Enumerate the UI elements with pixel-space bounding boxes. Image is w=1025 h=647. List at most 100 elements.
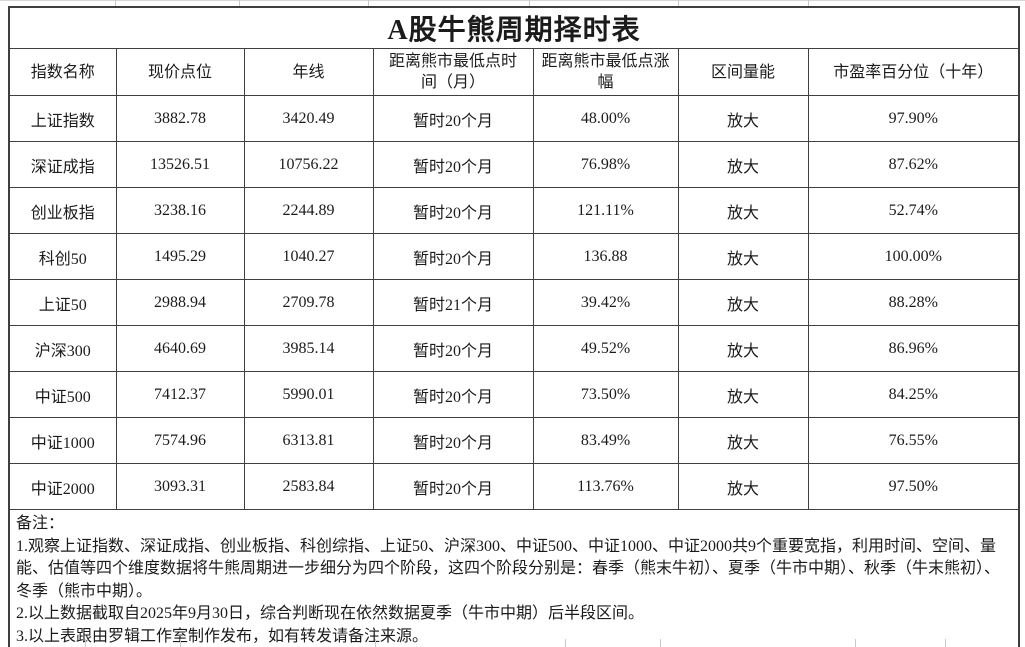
table-row: 科创50 1495.29 1040.27 暂时20个月 136.88 放大 10… — [8, 233, 1020, 280]
cell-current-price: 7412.37 — [115, 371, 245, 418]
cell-pe-percentile: 100.00% — [807, 233, 1020, 280]
cell-volume-range: 放大 — [677, 279, 809, 326]
cell-gain-from-low: 49.52% — [532, 325, 679, 372]
cell-current-price: 13526.51 — [115, 141, 245, 188]
notes-cell: 备注： 1.观察上证指数、深证成指、创业板指、科创综指、上证50、沪深300、中… — [8, 509, 1020, 647]
cell-volume-range: 放大 — [677, 95, 809, 142]
cell-index-name: 中证1000 — [8, 417, 117, 464]
cell-pe-percentile: 88.28% — [807, 279, 1020, 326]
cell-index-name: 深证成指 — [8, 141, 117, 188]
cell-months-from-low: 暂时20个月 — [372, 141, 534, 188]
note-item-1: 1.观察上证指数、深证成指、创业板指、科创综指、上证50、沪深300、中证500… — [16, 537, 1001, 600]
cell-index-name: 沪深300 — [8, 325, 117, 372]
table-row: 深证成指 13526.51 10756.22 暂时20个月 76.98% 放大 … — [8, 141, 1020, 188]
sheet-gridline — [678, 0, 679, 6]
cell-annual-line: 6313.81 — [243, 417, 374, 464]
sheet-gridline — [368, 0, 369, 6]
cell-pe-percentile: 84.25% — [807, 371, 1020, 418]
bull-bear-timing-table: A股牛熊周期择时表 指数名称 现价点位 年线 距离熊市最低点时间（月） 距离熊市… — [8, 6, 1021, 647]
sheet-gridline — [529, 0, 530, 6]
sheet-gridline-horizontal — [0, 0, 1025, 1]
cell-current-price: 3093.31 — [115, 463, 245, 510]
cell-pe-percentile: 86.96% — [807, 325, 1020, 372]
table-row: 中证500 7412.37 5990.01 暂时20个月 73.50% 放大 8… — [8, 371, 1020, 418]
table-row: 中证2000 3093.31 2583.84 暂时20个月 113.76% 放大… — [8, 463, 1020, 510]
cell-gain-from-low: 113.76% — [532, 463, 679, 510]
notes-label: 备注： — [16, 515, 65, 532]
sheet-gridline — [565, 639, 566, 647]
column-header-index-name: 指数名称 — [8, 48, 117, 96]
cell-annual-line: 2244.89 — [243, 187, 374, 234]
cell-months-from-low: 暂时20个月 — [372, 95, 534, 142]
table-row: 中证1000 7574.96 6313.81 暂时20个月 83.49% 放大 … — [8, 417, 1020, 464]
column-header-annual-line: 年线 — [243, 48, 374, 96]
cell-pe-percentile: 76.55% — [807, 417, 1020, 464]
cell-current-price: 2988.94 — [115, 279, 245, 326]
cell-months-from-low: 暂时20个月 — [372, 187, 534, 234]
cell-volume-range: 放大 — [677, 233, 809, 280]
cell-index-name: 上证指数 — [8, 95, 117, 142]
cell-gain-from-low: 136.88 — [532, 233, 679, 280]
cell-volume-range: 放大 — [677, 187, 809, 234]
cell-gain-from-low: 39.42% — [532, 279, 679, 326]
cell-gain-from-low: 76.98% — [532, 141, 679, 188]
column-header-current-price: 现价点位 — [115, 48, 245, 96]
cell-index-name: 上证50 — [8, 279, 117, 326]
note-item-3: 3.以上表跟由罗辑工作室制作发布，如有转发请备注来源。 — [16, 627, 429, 645]
cell-months-from-low: 暂时20个月 — [372, 417, 534, 464]
cell-months-from-low: 暂时20个月 — [372, 371, 534, 418]
table-row: 上证指数 3882.78 3420.49 暂时20个月 48.00% 放大 97… — [8, 95, 1020, 142]
table-row: 沪深300 4640.69 3985.14 暂时20个月 49.52% 放大 8… — [8, 325, 1020, 372]
cell-index-name: 创业板指 — [8, 187, 117, 234]
cell-index-name: 科创50 — [8, 233, 117, 280]
cell-annual-line: 5990.01 — [243, 371, 374, 418]
note-item-2: 2.以上数据截取自2025年9月30日，综合判断现在依然数据夏季（牛市中期）后半… — [16, 605, 645, 622]
sheet-gridline — [808, 0, 809, 6]
cell-pe-percentile: 97.90% — [807, 95, 1020, 142]
sheet-gridline — [375, 639, 376, 647]
cell-current-price: 4640.69 — [115, 325, 245, 372]
cell-pe-percentile: 87.62% — [807, 141, 1020, 188]
cell-volume-range: 放大 — [677, 417, 809, 464]
cell-annual-line: 10756.22 — [243, 141, 374, 188]
cell-annual-line: 3985.14 — [243, 325, 374, 372]
sheet-gridline — [85, 639, 86, 647]
column-header-months-from-low: 距离熊市最低点时间（月） — [372, 48, 534, 96]
cell-gain-from-low: 121.11% — [532, 187, 679, 234]
cell-months-from-low: 暂时20个月 — [372, 325, 534, 372]
cell-annual-line: 2583.84 — [243, 463, 374, 510]
cell-current-price: 7574.96 — [115, 417, 245, 464]
column-header-gain-from-low: 距离熊市最低点涨幅 — [532, 48, 679, 96]
sheet-gridline — [239, 0, 240, 6]
sheet-gridline — [180, 639, 181, 647]
cell-months-from-low: 暂时20个月 — [372, 463, 534, 510]
table-title-row: A股牛熊周期择时表 — [8, 6, 1020, 49]
column-header-volume-range: 区间量能 — [677, 48, 809, 96]
table-row: 上证50 2988.94 2709.78 暂时21个月 39.42% 放大 88… — [8, 279, 1020, 326]
notes-row: 备注： 1.观察上证指数、深证成指、创业板指、科创综指、上证50、沪深300、中… — [8, 509, 1020, 647]
cell-index-name: 中证2000 — [8, 463, 117, 510]
cell-gain-from-low: 83.49% — [532, 417, 679, 464]
cell-volume-range: 放大 — [677, 325, 809, 372]
cell-volume-range: 放大 — [677, 463, 809, 510]
sheet-gridline — [660, 639, 661, 647]
cell-pe-percentile: 52.74% — [807, 187, 1020, 234]
sheet-gridline — [855, 639, 856, 647]
cell-volume-range: 放大 — [677, 371, 809, 418]
table-header-row: 指数名称 现价点位 年线 距离熊市最低点时间（月） 距离熊市最低点涨幅 区间量能… — [8, 48, 1020, 96]
cell-current-price: 3882.78 — [115, 95, 245, 142]
cell-index-name: 中证500 — [8, 371, 117, 418]
column-header-pe-percentile: 市盈率百分位（十年） — [807, 48, 1020, 96]
cell-gain-from-low: 48.00% — [532, 95, 679, 142]
cell-months-from-low: 暂时21个月 — [372, 279, 534, 326]
cell-gain-from-low: 73.50% — [532, 371, 679, 418]
cell-pe-percentile: 97.50% — [807, 463, 1020, 510]
cell-volume-range: 放大 — [677, 141, 809, 188]
cell-annual-line: 3420.49 — [243, 95, 374, 142]
sheet-gridline — [945, 639, 946, 647]
cell-current-price: 3238.16 — [115, 187, 245, 234]
page-title: A股牛熊周期择时表 — [8, 6, 1020, 49]
table-row: 创业板指 3238.16 2244.89 暂时20个月 121.11% 放大 5… — [8, 187, 1020, 234]
cell-current-price: 1495.29 — [115, 233, 245, 280]
